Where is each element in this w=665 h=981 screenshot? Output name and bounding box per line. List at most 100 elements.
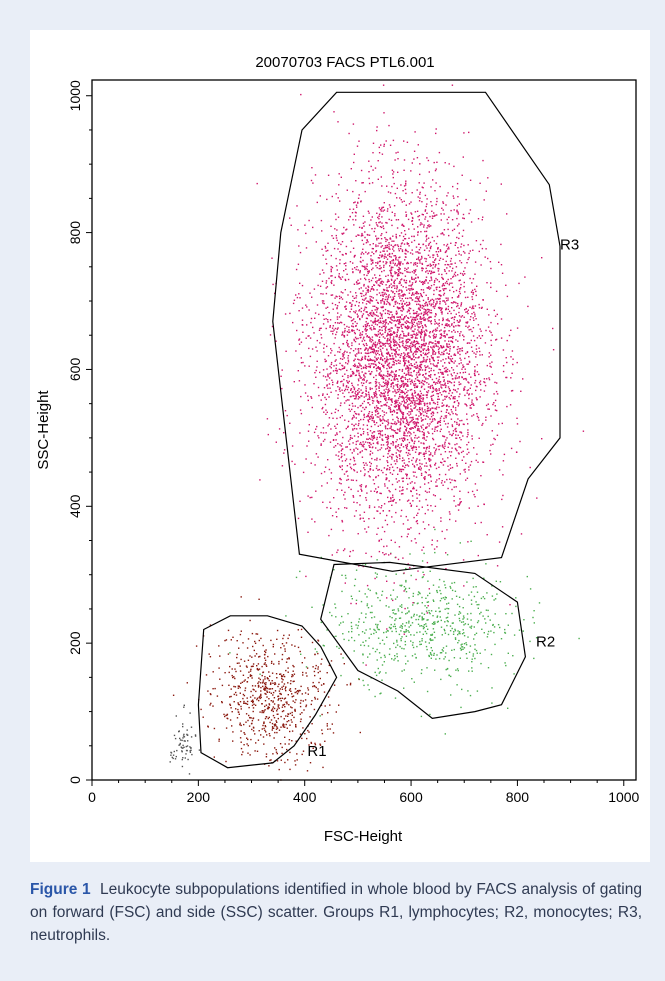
data-point bbox=[457, 340, 459, 342]
data-point bbox=[411, 392, 414, 395]
data-point bbox=[446, 345, 448, 347]
data-point bbox=[273, 707, 276, 710]
data-point bbox=[407, 345, 409, 347]
data-point bbox=[398, 263, 401, 265]
data-point bbox=[298, 339, 300, 341]
data-point bbox=[403, 400, 405, 403]
data-point bbox=[448, 396, 450, 399]
data-point bbox=[436, 161, 438, 163]
data-point bbox=[436, 479, 438, 481]
data-point bbox=[272, 710, 274, 713]
data-point bbox=[389, 206, 391, 208]
data-point bbox=[393, 282, 396, 285]
data-point bbox=[252, 688, 254, 691]
data-point bbox=[285, 661, 288, 663]
data-point bbox=[369, 628, 371, 630]
data-point bbox=[453, 291, 455, 293]
data-point bbox=[312, 681, 314, 684]
data-point bbox=[333, 569, 335, 571]
data-point bbox=[432, 306, 434, 308]
data-point bbox=[290, 680, 292, 682]
data-point bbox=[330, 472, 333, 474]
data-point bbox=[434, 495, 436, 497]
data-point bbox=[235, 691, 237, 694]
data-point bbox=[344, 460, 347, 462]
data-point bbox=[264, 686, 267, 688]
data-point bbox=[418, 259, 420, 261]
data-point bbox=[404, 392, 406, 395]
data-point bbox=[213, 756, 215, 758]
data-point bbox=[451, 425, 454, 428]
data-point bbox=[451, 297, 453, 299]
data-point bbox=[430, 299, 432, 301]
data-point bbox=[458, 232, 460, 234]
data-point bbox=[325, 282, 327, 284]
data-point bbox=[393, 521, 395, 523]
data-point bbox=[445, 323, 447, 325]
data-point bbox=[332, 325, 334, 327]
data-point bbox=[481, 306, 483, 309]
data-point bbox=[374, 333, 376, 336]
data-point bbox=[397, 404, 399, 406]
data-point bbox=[294, 463, 296, 465]
data-point bbox=[335, 408, 337, 410]
data-point bbox=[430, 186, 432, 188]
data-point bbox=[411, 326, 414, 328]
data-point bbox=[268, 706, 270, 709]
data-point bbox=[323, 411, 325, 413]
data-point bbox=[382, 385, 384, 388]
data-point bbox=[443, 213, 445, 215]
data-point bbox=[444, 340, 446, 342]
data-point bbox=[349, 555, 351, 557]
data-point bbox=[391, 224, 393, 227]
data-point bbox=[392, 371, 394, 373]
data-point bbox=[411, 293, 414, 295]
data-point bbox=[354, 321, 356, 323]
data-point bbox=[364, 593, 366, 595]
data-point bbox=[452, 276, 454, 278]
data-point bbox=[400, 377, 402, 380]
data-point bbox=[346, 343, 349, 345]
data-point bbox=[421, 213, 423, 216]
data-point bbox=[369, 461, 371, 463]
data-point bbox=[298, 380, 301, 382]
data-point bbox=[483, 503, 485, 505]
data-point bbox=[449, 478, 451, 480]
data-point bbox=[487, 615, 489, 618]
data-point bbox=[415, 357, 417, 359]
data-point bbox=[401, 411, 403, 413]
data-point bbox=[458, 632, 460, 634]
data-point bbox=[407, 317, 410, 319]
data-point bbox=[327, 696, 330, 698]
data-point bbox=[369, 346, 371, 348]
data-point bbox=[381, 375, 383, 378]
data-point bbox=[390, 274, 392, 277]
data-point bbox=[278, 707, 280, 709]
data-point bbox=[406, 262, 408, 265]
data-point bbox=[384, 245, 387, 247]
data-point bbox=[393, 332, 395, 335]
data-point bbox=[381, 410, 384, 412]
data-point bbox=[379, 448, 381, 451]
data-point bbox=[238, 647, 240, 649]
data-point bbox=[447, 299, 449, 301]
data-point bbox=[371, 324, 373, 326]
data-point bbox=[401, 340, 404, 343]
data-point bbox=[375, 384, 378, 387]
data-point bbox=[281, 681, 283, 683]
data-point bbox=[414, 482, 416, 484]
data-point bbox=[410, 212, 412, 214]
data-point bbox=[365, 613, 367, 615]
data-point bbox=[412, 488, 414, 490]
data-point bbox=[401, 223, 404, 226]
data-point bbox=[377, 257, 380, 259]
data-point bbox=[377, 474, 380, 477]
data-point bbox=[407, 347, 409, 350]
data-point bbox=[405, 416, 407, 418]
data-point bbox=[391, 211, 393, 213]
data-point bbox=[317, 652, 319, 655]
data-point bbox=[434, 214, 436, 217]
data-point bbox=[346, 399, 349, 401]
data-point bbox=[387, 279, 389, 281]
data-point bbox=[400, 272, 402, 274]
